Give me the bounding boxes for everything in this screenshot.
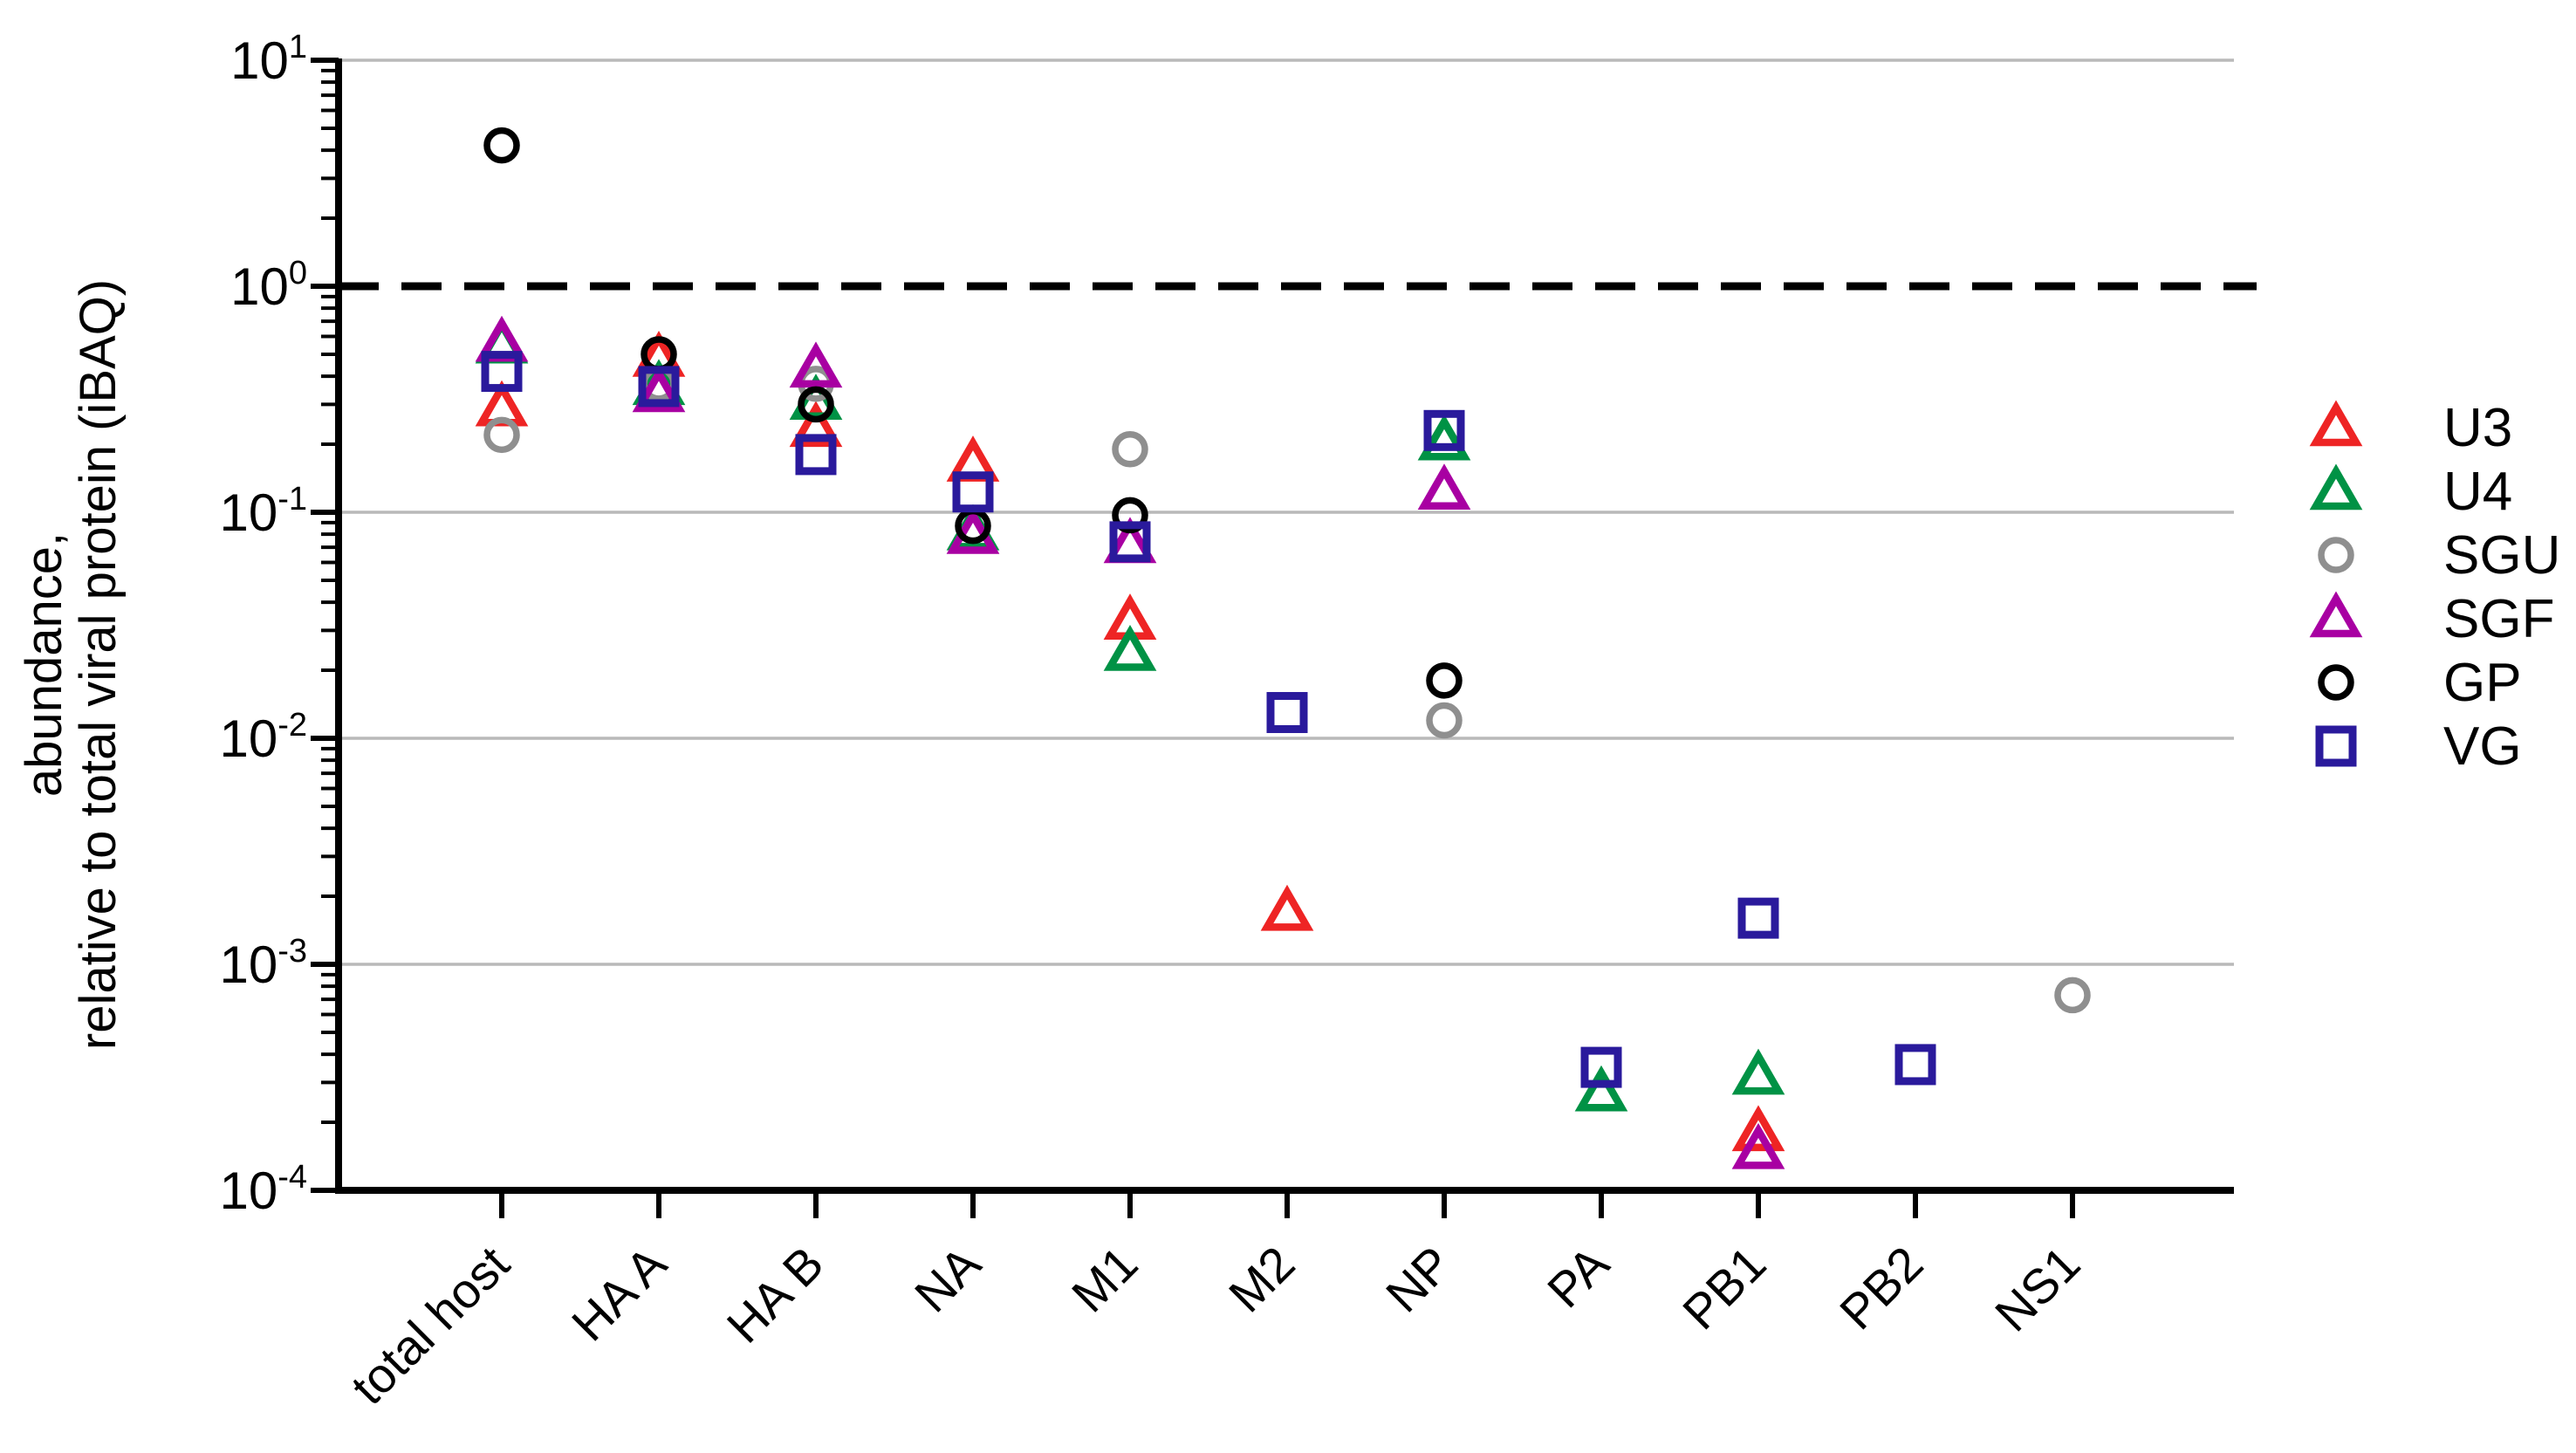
point-u4-np	[1417, 414, 1471, 461]
legend-label-u4: U4	[2443, 462, 2512, 522]
point-u3-ha-b	[789, 401, 843, 448]
point-sgf-np	[1417, 463, 1471, 511]
legend-marker-u4	[2309, 463, 2363, 511]
point-vg-ha-b	[795, 434, 837, 476]
point-u4-pb1	[1731, 1048, 1785, 1095]
legend-label-sgu: SGU	[2443, 525, 2560, 586]
x-tick-label-ns1: NS1	[1984, 1236, 2091, 1342]
point-vg-m1	[1109, 521, 1151, 563]
point-gp-ha-b	[798, 386, 834, 423]
point-vg-pb1	[1737, 897, 1779, 939]
x-tick-label-total-host: total host	[340, 1236, 520, 1415]
point-vg-pa	[1580, 1046, 1622, 1088]
x-tick-label-ha-a: HA A	[561, 1235, 677, 1351]
y-axis-title-line-1: abundance,	[16, 532, 72, 797]
point-vg-total-host	[481, 351, 523, 393]
x-tick-label-ha-b: HA B	[716, 1236, 834, 1354]
x-tick-label-np: NP	[1375, 1236, 1463, 1323]
point-vg-np	[1423, 409, 1465, 451]
legend-label-vg: VG	[2443, 716, 2522, 777]
legend-marker-u3	[2309, 400, 2363, 447]
point-gp-total-host	[483, 127, 520, 164]
legend-marker-vg	[2315, 725, 2357, 767]
point-sgu-np	[1426, 702, 1463, 739]
point-u3-m2	[1260, 884, 1314, 931]
point-sgf-ha-b	[789, 341, 843, 388]
point-vg-ha-a	[638, 366, 680, 408]
point-vg-pb2	[1894, 1044, 1936, 1086]
legend-label-sgf: SGF	[2443, 589, 2554, 649]
point-vg-m2	[1266, 691, 1308, 733]
point-sgf-pb1	[1731, 1122, 1785, 1169]
point-sgu-ns1	[2054, 977, 2091, 1014]
legend-marker-gp	[2318, 664, 2354, 701]
point-sgf-ha-a	[632, 366, 686, 413]
point-sgu-total-host	[483, 416, 520, 454]
x-tick-label-pa: PA	[1537, 1235, 1620, 1318]
y-tick-label-1e1: 101	[230, 29, 307, 90]
y-tick-label-1e-1: 10-1	[219, 481, 307, 542]
x-tick-label-pb1: PB1	[1672, 1236, 1776, 1340]
point-u4-m1	[1103, 624, 1157, 671]
x-tick-label-m2: M2	[1218, 1236, 1305, 1323]
y-tick-label-1e-4: 10-4	[219, 1159, 307, 1220]
legend-marker-sgf	[2309, 591, 2363, 638]
y-tick-label-1e-2: 10-2	[219, 707, 307, 768]
point-u3-pb1	[1731, 1105, 1785, 1152]
point-gp-np	[1426, 662, 1463, 699]
y-tick-label-1e0: 100	[230, 255, 307, 316]
legend-label-gp: GP	[2443, 653, 2522, 713]
point-vg-na	[952, 471, 994, 513]
y-tick-label-1e-3: 10-3	[219, 933, 307, 994]
x-tick-label-m1: M1	[1061, 1236, 1148, 1323]
point-gp-m1	[1112, 497, 1148, 534]
legend-marker-sgu	[2318, 537, 2354, 573]
x-tick-label-na: NA	[904, 1235, 991, 1322]
y-axis-title-line-2: relative to total viral protein (iBAQ)	[70, 279, 127, 1050]
x-tick-label-pb2: PB2	[1829, 1236, 1933, 1340]
legend-label-u3: U3	[2443, 398, 2512, 458]
point-sgu-m1	[1112, 431, 1148, 468]
point-u4-pa	[1574, 1065, 1628, 1112]
